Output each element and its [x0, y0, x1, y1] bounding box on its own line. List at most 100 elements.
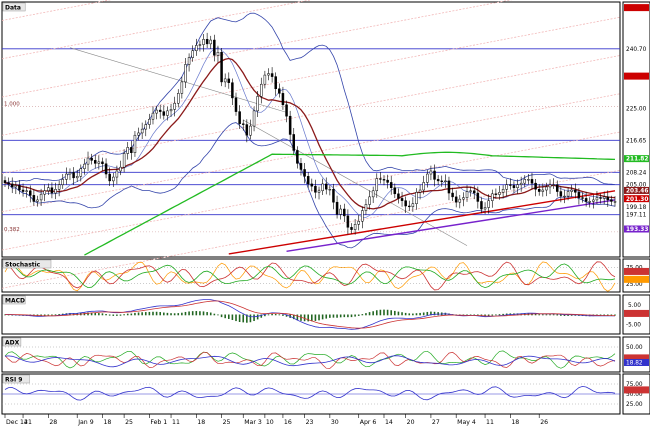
candle-body — [530, 179, 534, 184]
stochastic-k-line — [4, 261, 616, 292]
stochastic-fast-line — [4, 261, 616, 291]
bollinger-upper-line — [4, 12, 616, 185]
candle-body — [447, 180, 451, 194]
x-tick-label: Mar 3 — [244, 419, 262, 426]
candle-body — [408, 205, 411, 208]
candle-body — [519, 182, 523, 185]
candle-body — [173, 102, 176, 110]
price-tick-label: 199.18 — [626, 205, 647, 211]
x-tick-label: 20 — [407, 419, 415, 426]
candle-body — [317, 190, 321, 193]
price-tick-label: 225.00 — [626, 107, 647, 113]
candle-body — [47, 187, 50, 192]
candle-body — [119, 166, 122, 172]
candle-body — [158, 109, 162, 112]
panel-title-box — [2, 337, 22, 347]
x-tick-label: 11 — [486, 419, 494, 426]
candle-body — [166, 110, 169, 116]
stoch-level-label: 25.00 — [626, 282, 643, 288]
x-tick-label: May 4 — [457, 419, 476, 426]
x-tick-label: 23 — [306, 419, 314, 426]
candle-body — [155, 109, 158, 114]
candle-body — [534, 182, 537, 190]
support-trend-line — [228, 190, 616, 255]
candle-body — [505, 184, 508, 190]
candle-body — [187, 57, 191, 65]
rsi-level-label: 25.00 — [626, 402, 643, 408]
rsi-level-label: 75.00 — [626, 382, 643, 388]
candle-body — [79, 168, 83, 177]
x-tick-label: 28 — [49, 419, 57, 426]
x-tick-label: Apr 6 — [360, 419, 377, 426]
fan-line — [69, 47, 287, 113]
stochastic-slow-line — [4, 263, 616, 289]
price-axis-frame — [622, 373, 650, 415]
adx-level-label: 50.00 — [626, 345, 643, 351]
candle-body — [361, 210, 364, 222]
macd-level-label: 5.00 — [628, 303, 641, 309]
candle-body — [476, 192, 480, 202]
candle-body — [238, 111, 241, 125]
candle-body — [454, 196, 458, 203]
price-tick-label: 197.11 — [626, 213, 647, 219]
candle-body — [389, 182, 393, 188]
candle-body — [584, 198, 588, 202]
candle-body — [353, 224, 357, 230]
candle-body — [527, 179, 530, 181]
candle-body — [223, 78, 227, 83]
stoch-marker — [624, 275, 649, 283]
macd-marker — [624, 309, 649, 317]
long-moving-average-line — [84, 151, 616, 256]
candle-body — [494, 193, 498, 195]
price-marker-label: 193.33 — [626, 227, 648, 233]
candle-body — [357, 220, 360, 225]
candle-body — [18, 185, 21, 191]
candle-body — [379, 178, 382, 180]
adx-marker — [624, 354, 649, 362]
candle-body — [436, 179, 440, 182]
candle-body — [144, 124, 148, 130]
candle-body — [509, 184, 512, 186]
candle-body — [299, 163, 303, 170]
candle-body — [205, 39, 209, 45]
panel-title-box — [2, 2, 26, 12]
candle-body — [285, 104, 288, 117]
candle-body — [382, 179, 386, 181]
candle-body — [115, 170, 119, 178]
candle-body — [274, 76, 277, 90]
panel-frame — [1, 1, 621, 258]
panel-title: Data — [5, 5, 21, 12]
candle-body — [216, 51, 220, 56]
candle-body — [278, 88, 281, 94]
candle-body — [563, 195, 566, 198]
x-tick-label: 25 — [223, 419, 231, 426]
candle-body — [595, 197, 599, 201]
candle-body — [86, 157, 90, 165]
candle-body — [440, 180, 443, 182]
candle-body — [93, 160, 97, 164]
candle-body — [335, 201, 339, 215]
price-marker-label: 211.82 — [626, 157, 648, 163]
candle-body — [10, 183, 14, 188]
candle-body — [29, 190, 32, 196]
panel-title-box — [2, 295, 26, 305]
candle-body — [566, 191, 570, 197]
candle-body — [252, 110, 256, 127]
candle-body — [133, 134, 137, 153]
candle-body — [422, 182, 425, 191]
panel-title: MACD — [5, 298, 25, 305]
candle-body — [328, 189, 332, 191]
candle-body — [548, 184, 552, 188]
bollinger-lower-line — [4, 122, 616, 249]
candle-body — [588, 201, 591, 203]
candle-body — [108, 173, 111, 182]
candle-body — [267, 73, 270, 76]
candle-body — [487, 200, 490, 208]
candle-body — [296, 150, 299, 164]
candle-body — [83, 163, 86, 169]
x-tick-label: 27 — [432, 419, 440, 426]
candle-body — [606, 196, 610, 201]
candle-body — [444, 180, 447, 182]
price-marker — [624, 4, 649, 12]
